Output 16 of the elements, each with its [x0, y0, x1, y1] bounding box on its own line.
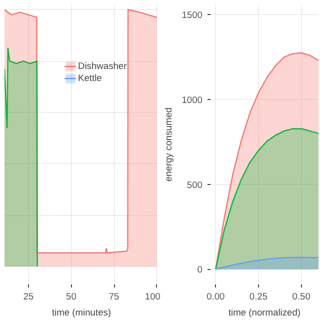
x-tick-label: 0.25	[249, 292, 268, 302]
legend-label: Dishwasher	[78, 61, 127, 71]
x-tick-label: 100	[144, 292, 161, 302]
y-tick-label: 0	[197, 264, 203, 275]
x-axis-title: time (minutes)	[52, 308, 112, 318]
x-tick-label: 25	[23, 292, 34, 302]
y-tick-label: 1000	[182, 95, 203, 106]
y-axis-title: energy consumed	[164, 107, 174, 182]
x-tick-label: 75	[108, 292, 120, 302]
y-tick-label: 1500	[182, 10, 203, 20]
legend-label: Kettle	[78, 73, 102, 83]
x-tick-label: 0.00	[206, 292, 225, 302]
x-tick-label: 50	[66, 292, 76, 302]
x-tick-label: 0.50	[292, 292, 310, 302]
x-axis-title: time (normalized)	[228, 308, 301, 318]
y-tick-label: 500	[186, 180, 203, 190]
